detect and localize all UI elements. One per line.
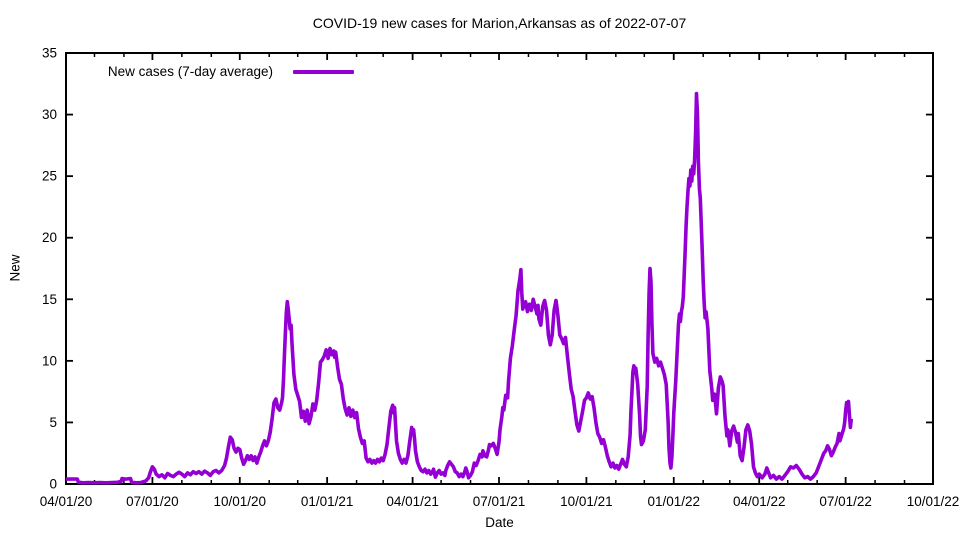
x-tick-label: 10/01/21 <box>560 494 613 509</box>
y-tick-label: 15 <box>42 292 57 307</box>
y-axis-label: New <box>7 254 23 282</box>
x-tick-label: 07/01/21 <box>473 494 526 509</box>
x-axis-label: Date <box>485 515 514 530</box>
y-tick-label: 25 <box>42 169 57 184</box>
data-line <box>66 91 854 485</box>
x-tick-label: 07/01/22 <box>819 494 872 509</box>
y-tick-label: 5 <box>49 415 57 430</box>
x-tick-label: 10/01/22 <box>907 494 960 509</box>
y-tick-label: 20 <box>42 230 57 245</box>
legend-label: New cases (7-day average) <box>107 64 273 79</box>
legend: New cases (7-day average) <box>108 63 354 80</box>
x-tick-label: 01/01/22 <box>647 494 700 509</box>
legend-line-sample <box>293 69 354 74</box>
x-tick-label: 04/01/22 <box>733 494 786 509</box>
y-tick-label: 10 <box>42 353 57 368</box>
y-tick-label: 0 <box>49 477 57 492</box>
x-tick-label: 10/01/20 <box>213 494 266 509</box>
x-tick-label: 04/01/20 <box>40 494 93 509</box>
y-tick-label: 30 <box>42 107 57 122</box>
x-tick-label: 04/01/21 <box>386 494 439 509</box>
plot-border <box>65 52 934 485</box>
y-tick-label: 35 <box>42 46 57 61</box>
chart-title: COVID-19 new cases for Marion,Arkansas a… <box>312 15 687 31</box>
x-tick-label: 01/01/21 <box>301 494 354 509</box>
x-tick-label: 07/01/20 <box>126 494 179 509</box>
